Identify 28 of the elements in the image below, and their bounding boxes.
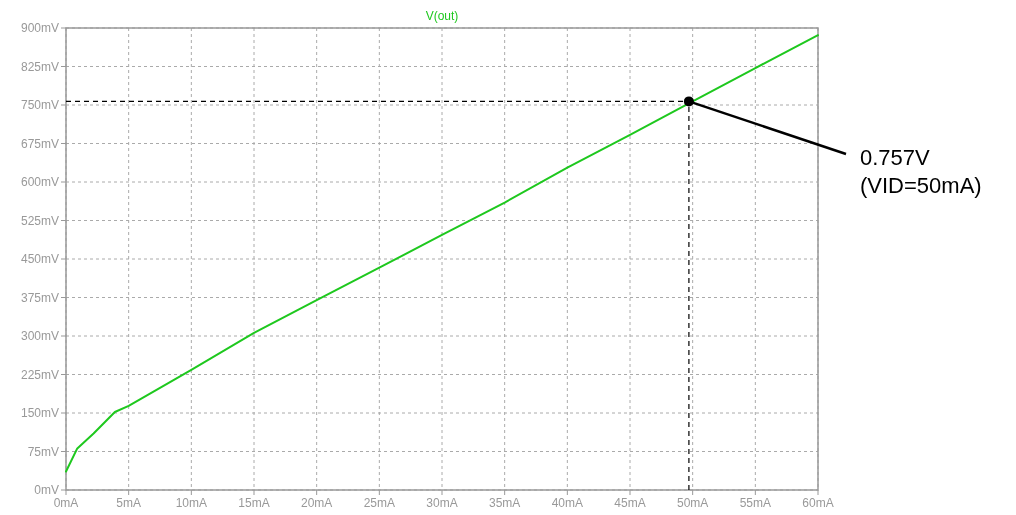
- x-tick-label: 15mA: [238, 496, 270, 510]
- y-tick-label: 0mV: [34, 483, 59, 497]
- y-tick-label: 600mV: [20, 175, 59, 189]
- x-tick-label: 60mA: [802, 496, 834, 510]
- x-tick-label: 35mA: [488, 496, 521, 510]
- x-tick-label: 30mA: [426, 496, 458, 510]
- y-tick-label: 525mV: [20, 213, 59, 228]
- y-tick-label: 75mV: [27, 444, 59, 459]
- y-tick-label: 450mV: [20, 252, 59, 266]
- x-tick-label: 20mA: [300, 496, 333, 510]
- y-tick-label: 825mV: [20, 59, 59, 74]
- x-tick-label: 40mA: [551, 496, 584, 510]
- y-tick-label: 375mV: [20, 290, 59, 305]
- y-tick-label: 300mV: [20, 329, 59, 343]
- y-tick-label: 675mV: [20, 136, 59, 151]
- chart-title: V(out): [425, 9, 459, 23]
- x-tick-label: 50mA: [676, 496, 709, 510]
- x-tick-label: 0mA: [53, 496, 79, 510]
- x-tick-label: 5mA: [116, 496, 142, 510]
- y-tick-label: 225mV: [20, 367, 59, 382]
- y-tick-label: 150mV: [20, 406, 59, 420]
- annotation: 0.757V (VID=50mA): [860, 145, 982, 198]
- x-tick-label: 10mA: [175, 496, 208, 510]
- y-tick-label: 900mV: [20, 21, 59, 35]
- x-tick-label: 25mA: [363, 496, 396, 510]
- x-tick-label: 45mA: [614, 496, 646, 510]
- x-tick-label: 55mA: [739, 496, 772, 510]
- y-tick-label: 750mV: [20, 98, 59, 112]
